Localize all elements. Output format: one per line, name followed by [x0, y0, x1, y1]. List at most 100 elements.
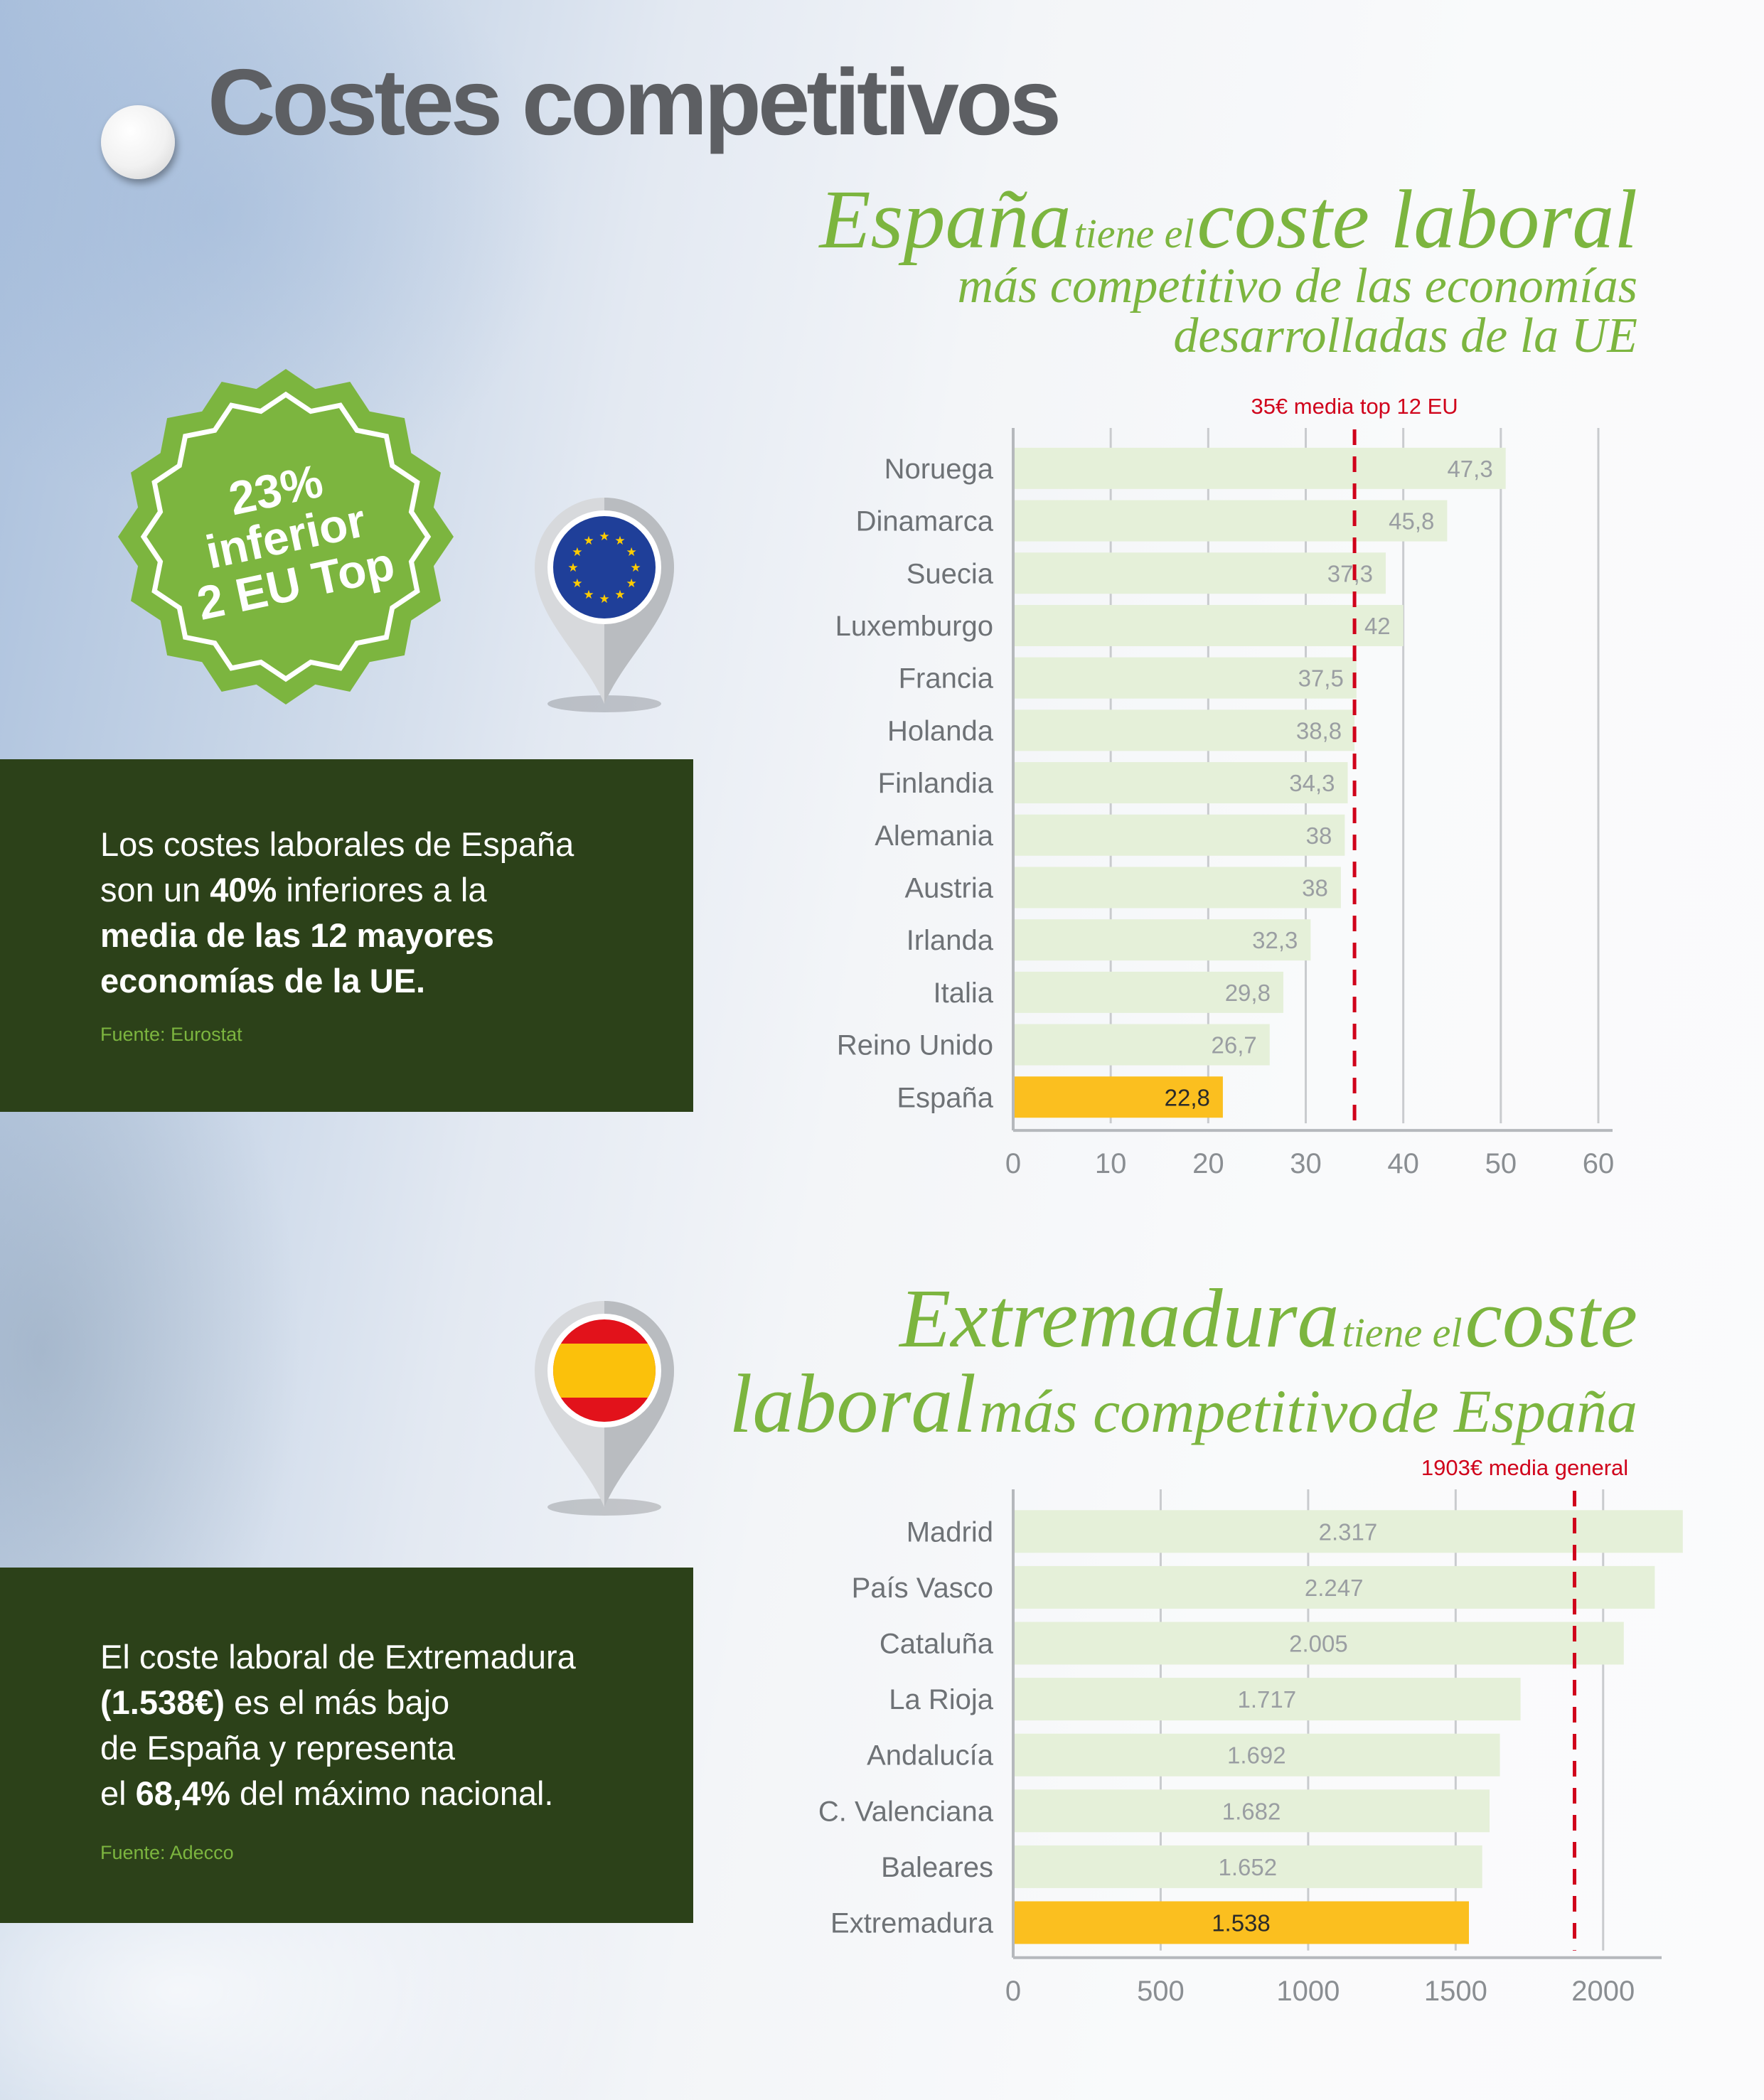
category-label: Cataluña [880, 1629, 994, 1660]
x-tick-label: 500 [1137, 1976, 1185, 2007]
bar-alemania [1015, 814, 1345, 856]
bar-c-valenciana [1015, 1789, 1490, 1833]
eu-star-icon: ★ [599, 530, 609, 543]
x-tick-label: 0 [1005, 1148, 1021, 1179]
bar-andaluc-a [1015, 1733, 1500, 1777]
note-line: El coste laboral de Extremadura [100, 1638, 576, 1676]
category-label: Italia [934, 977, 994, 1009]
category-label: Baleares [881, 1852, 993, 1883]
value-label: 22,8 [1165, 1084, 1210, 1110]
heading-word: tiene el [1342, 1309, 1463, 1356]
eu-star-icon: ★ [626, 577, 636, 590]
bar-dinamarca [1015, 500, 1448, 542]
note-text: del máximo nacional. [230, 1774, 554, 1812]
value-label: 37,3 [1327, 560, 1373, 586]
category-label: Finlandia [878, 768, 994, 799]
value-label: 1.692 [1227, 1742, 1286, 1769]
heading-word: coste [1465, 1272, 1637, 1365]
eu-star-icon: ★ [614, 588, 625, 601]
badge-seal-icon [118, 369, 454, 705]
eu-chart-svg: Noruega 47,3 Dinamarca 45,8 Suecia 37,3 Luxemb… [835, 394, 1615, 1179]
spain-info-text: El coste laboral de Extremadura (1.538€)… [100, 1634, 576, 1816]
bar-madrid [1015, 1510, 1683, 1553]
heading-word: España [819, 173, 1071, 266]
bar-luxemburgo [1015, 604, 1404, 646]
category-label: Holanda [887, 715, 994, 746]
eu-star-icon: ★ [614, 534, 625, 547]
spain-chart-svg: Madrid 2.317 País Vasco 2.247 Cataluña 2.005 L… [818, 1455, 1683, 2007]
category-label: Reino Unido [837, 1030, 993, 1061]
value-label: 1.682 [1222, 1798, 1281, 1824]
x-tick-label: 10 [1095, 1148, 1127, 1179]
value-label: 1.717 [1238, 1686, 1297, 1713]
category-label: C. Valenciana [818, 1796, 994, 1827]
bar-italia [1015, 971, 1283, 1013]
eu-star-icon: ★ [583, 588, 594, 601]
category-label: Noruega [884, 454, 994, 485]
heading-line: desarrolladas de la UE [1173, 309, 1637, 363]
eu-flag-map-pin-icon: ★ ★★★★★★★★★★★ [535, 498, 674, 712]
reference-line-label: 35€ media top 12 EU [1251, 398, 1458, 419]
note-emphasis: 68,4% [135, 1774, 230, 1812]
source-label: Fuente: Adecco [100, 1842, 234, 1863]
eu-labour-cost-chart: Noruega 47,3 Dinamarca 45,8 Suecia 37,3 Luxemb… [711, 394, 1692, 1209]
heading-word: laboral [729, 1357, 977, 1451]
category-label: Francia [899, 663, 994, 695]
category-label: Madrid [907, 1516, 993, 1548]
spain-info-panel: El coste laboral de Extremadura (1.538€)… [0, 1568, 693, 1923]
heading-word: de España [1381, 1377, 1637, 1446]
bar-austria [1015, 867, 1341, 909]
category-label: Austria [905, 872, 994, 904]
reference-line-label: 1903€ media general [1421, 1455, 1628, 1480]
eu-info-panel: Los costes laborales de España son un 40… [0, 759, 693, 1112]
category-label: Dinamarca [856, 506, 994, 537]
category-label: Suecia [907, 558, 994, 589]
spain-labour-cost-chart: Madrid 2.317 País Vasco 2.247 Cataluña 2.005 L… [711, 1450, 1742, 2012]
x-tick-label: 20 [1192, 1148, 1224, 1179]
x-tick-label: 40 [1387, 1148, 1419, 1179]
category-label: Luxemburgo [835, 611, 993, 642]
value-label: 32,3 [1252, 927, 1298, 953]
value-label: 38 [1306, 823, 1332, 849]
value-label: 2.247 [1305, 1575, 1364, 1601]
eu-star-icon: ★ [583, 534, 594, 547]
note-line: son un 40% inferiores a la [100, 867, 574, 913]
note-emphasis: economías de la UE. [100, 962, 426, 1000]
category-label: Extremadura [830, 1908, 994, 1939]
note-emphasis: 40% [210, 871, 277, 909]
category-label: Andalucía [867, 1740, 994, 1772]
note-text: inferiores a la [277, 871, 487, 909]
bar-pa-s-vasco [1015, 1565, 1655, 1609]
bar-extremadura [1015, 1901, 1469, 1944]
value-label: 37,5 [1298, 665, 1344, 692]
bar-reino-unido [1015, 1024, 1270, 1066]
heading-word: Extremadura [899, 1272, 1340, 1365]
note-line: el 68,4% del máximo nacional. [100, 1771, 576, 1816]
bar-finlandia [1015, 762, 1348, 804]
note-line: de España y representa [100, 1729, 456, 1767]
value-label: 2.005 [1289, 1631, 1348, 1657]
eu-section-heading: España tiene el coste laboral más compet… [819, 178, 1637, 361]
value-label: 26,7 [1212, 1032, 1257, 1059]
category-label: España [897, 1082, 993, 1113]
note-line: (1.538€) es el más bajo [100, 1680, 576, 1725]
value-label: 38 [1302, 874, 1328, 901]
bar-noruega [1015, 447, 1506, 489]
category-label: La Rioja [889, 1684, 994, 1715]
value-label: 45,8 [1389, 508, 1434, 535]
eu-star-icon: ★ [572, 577, 582, 590]
title-bullet-icon [101, 105, 175, 179]
x-tick-label: 1000 [1276, 1976, 1340, 2007]
source-label: Fuente: Eurostat [100, 1024, 242, 1045]
bar-baleares [1015, 1845, 1482, 1888]
category-label: Irlanda [907, 925, 994, 956]
value-label: 47,3 [1447, 456, 1492, 482]
x-tick-label: 0 [1005, 1976, 1021, 2007]
heading-word: coste laboral [1197, 173, 1637, 266]
bar-catalu-a [1015, 1622, 1624, 1665]
spain-section-heading: Extremadura tiene el coste laboral más c… [729, 1275, 1637, 1451]
value-label: 29,8 [1225, 980, 1271, 1006]
eu-info-text: Los costes laborales de España son un 40… [100, 822, 574, 1004]
note-text: el [100, 1774, 136, 1812]
heading-line: más competitivo de las economías [957, 259, 1637, 314]
